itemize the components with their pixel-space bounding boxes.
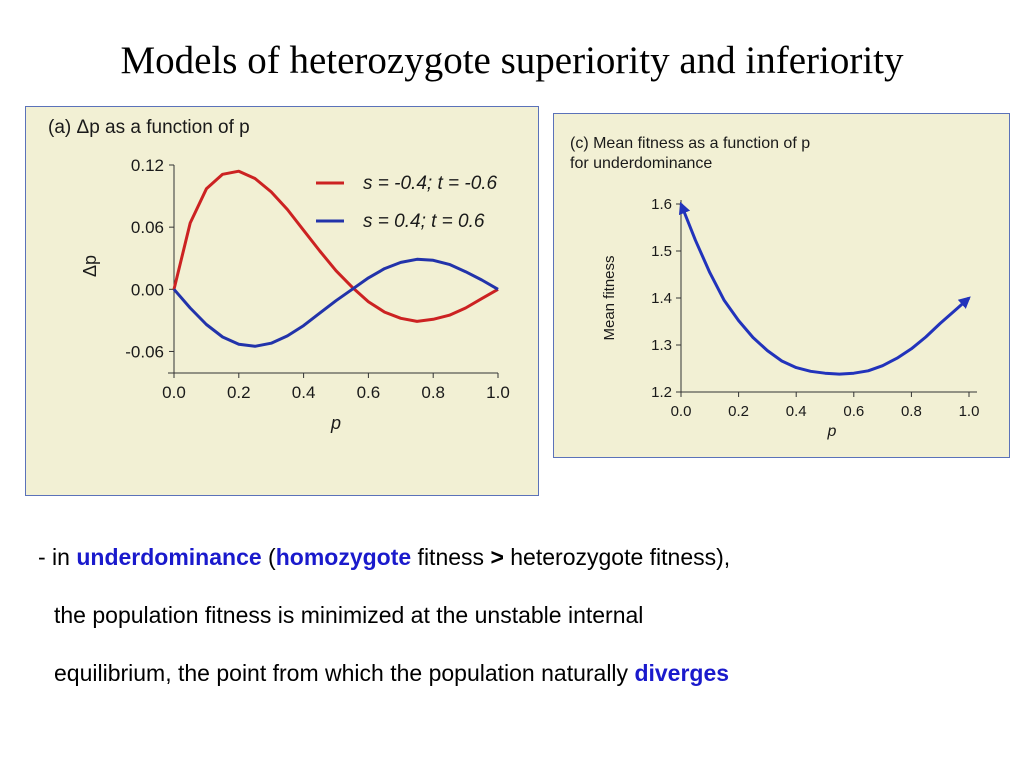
x-tick-label: 0.2 bbox=[227, 383, 251, 402]
caption: - in underdominance (homozygote fitness … bbox=[38, 528, 998, 702]
y-tick-label: 0.12 bbox=[131, 156, 164, 175]
y-tick-label: -0.06 bbox=[125, 342, 164, 361]
slide-title: Models of heterozygote superiority and i… bbox=[120, 39, 904, 82]
y-tick-label: 1.2 bbox=[651, 384, 672, 401]
x-tick-label: 0.6 bbox=[843, 403, 864, 420]
y-tick-label: 0.00 bbox=[131, 280, 164, 299]
fitness-curve bbox=[678, 201, 971, 376]
caption-text-4: equilibrium, the point from which the po… bbox=[54, 660, 635, 686]
y-tick-label: 1.3 bbox=[651, 337, 672, 354]
series-line-0 bbox=[172, 169, 499, 323]
panel-a-label: (a) Δp as a function of p bbox=[48, 117, 250, 138]
y-tick-label: 1.5 bbox=[651, 243, 672, 260]
caption-text-1: ( bbox=[261, 544, 276, 570]
panel-c-label-line1: (c) Mean fitness as a function of p bbox=[570, 135, 811, 152]
caption-line-1: - in underdominance (homozygote fitness … bbox=[38, 528, 998, 586]
x-tick-label: 0.8 bbox=[901, 403, 922, 420]
x-axis-title: p bbox=[330, 413, 341, 433]
chart-panel-a: (a) Δp as a function of p 0.12 0.06 0.00 -0… bbox=[25, 106, 539, 496]
keyword-underdominance: underdominance bbox=[76, 544, 262, 570]
y-tick-label: 1.6 bbox=[651, 196, 672, 213]
x-tick-label: 0.4 bbox=[292, 383, 316, 402]
x-tick-label: 1.0 bbox=[959, 403, 980, 420]
keyword-homozygote: homozygote bbox=[275, 544, 412, 570]
chart-c-svg: 1.6 1.5 1.4 1.3 1.2 0.0 0.2 0.4 0.6 0.8 1.0 p Mean f… bbox=[601, 196, 980, 440]
y-axis-title: Mean fitness bbox=[601, 255, 618, 340]
legend-label-0: s = -0.4; t = -0.6 bbox=[363, 173, 498, 194]
x-tick-label: 0.4 bbox=[786, 403, 807, 420]
x-tick-label: 1.0 bbox=[486, 383, 510, 402]
y-axis-title: Δp bbox=[80, 255, 100, 277]
chart-panel-c: (c) Mean fitness as a function of p for … bbox=[553, 113, 1010, 458]
x-tick-label: 0.8 bbox=[421, 383, 445, 402]
caption-line-2: the population fitness is minimized at t… bbox=[54, 602, 644, 628]
panel-c-label-line2: for underdominance bbox=[570, 155, 713, 172]
x-tick-label: 0.6 bbox=[357, 383, 381, 402]
x-axis-title: p bbox=[827, 423, 837, 440]
y-tick-label: 1.4 bbox=[651, 290, 672, 307]
x-tick-label: 0.0 bbox=[671, 403, 692, 420]
caption-text-2: fitness bbox=[411, 544, 491, 570]
keyword-diverges: diverges bbox=[634, 660, 730, 686]
caption-line-3: equilibrium, the point from which the po… bbox=[38, 644, 998, 702]
x-tick-label: 0.2 bbox=[728, 403, 749, 420]
series-line-1 bbox=[172, 257, 499, 348]
caption-greater-than: > bbox=[490, 544, 504, 570]
caption-bullet: - in bbox=[38, 544, 77, 570]
x-tick-label: 0.0 bbox=[162, 383, 186, 402]
y-tick-label: 0.06 bbox=[131, 218, 164, 237]
legend-label-1: s = 0.4; t = 0.6 bbox=[363, 211, 485, 232]
panel-c-label: (c) Mean fitness as a function of p for … bbox=[570, 134, 810, 174]
caption-text-3: heterozygote fitness), bbox=[503, 544, 731, 570]
chart-a-svg: 0.12 0.06 0.00 -0.06 0.0 0.2 0.4 0.6 0.8 1.0 p Δp s … bbox=[80, 156, 510, 433]
